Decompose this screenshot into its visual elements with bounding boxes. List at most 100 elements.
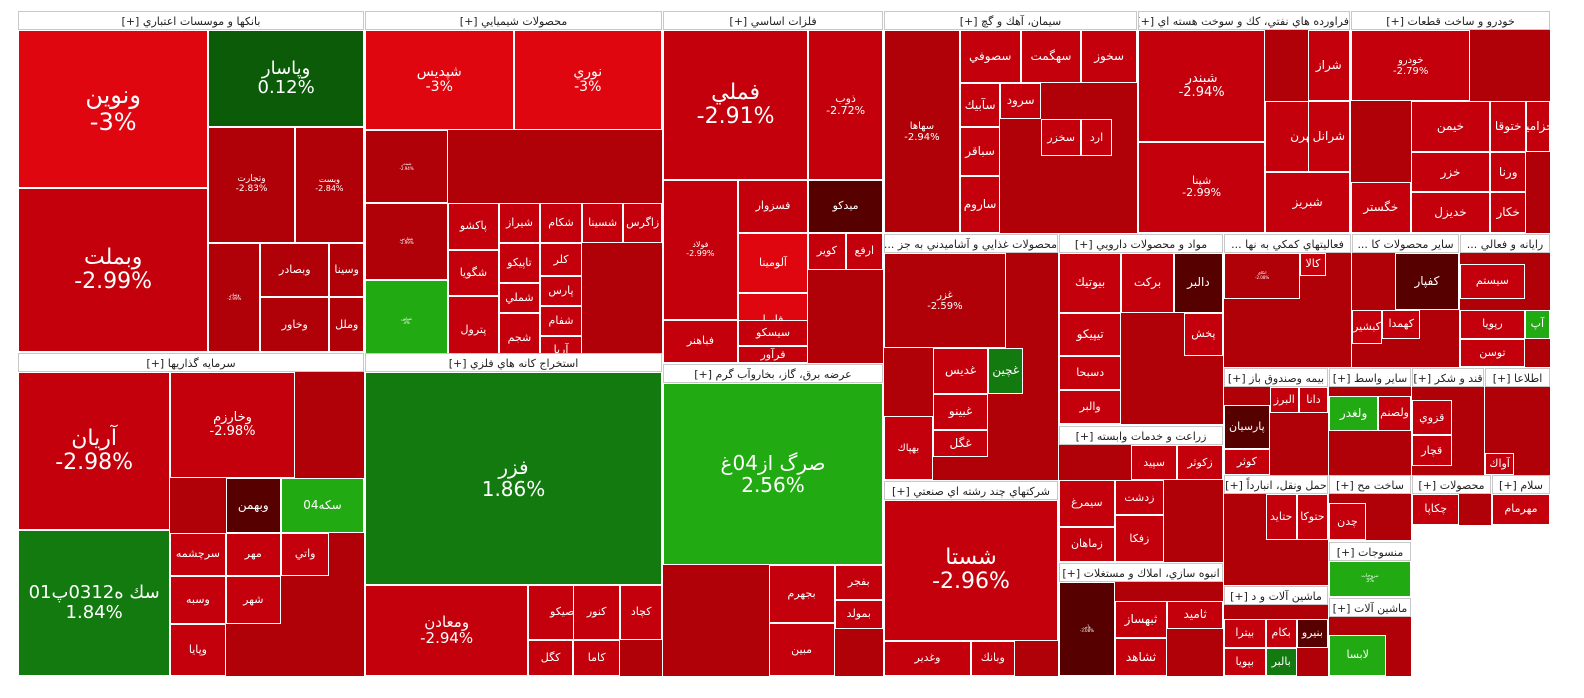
stock-tile[interactable]: سرچشمه — [170, 533, 226, 576]
stock-tile[interactable]: خيمن — [1410, 101, 1491, 152]
stock-tile[interactable]: بيوتيك — [1059, 253, 1122, 313]
stock-tile[interactable]: لابسا — [1329, 634, 1387, 676]
stock-tile[interactable]: قچار — [1412, 435, 1452, 467]
stock-tile[interactable]: ونوين -3% — [18, 30, 209, 188]
sector-block[interactable]: ساير واسط [+] ولغدر ولصنم — [1329, 368, 1411, 475]
stock-tile[interactable]: بيترا — [1224, 619, 1266, 648]
stock-tile[interactable]: سيسكو — [737, 319, 809, 347]
stock-tile[interactable]: والبر — [1059, 389, 1122, 424]
sector-block[interactable]: فراورده هاي نفتي، كك و سوخت هسته اي [+] ش… — [1138, 11, 1350, 233]
sector-block[interactable]: سيمان، آهك و گچ [+] سهاها -2.94% سصوفي سهگمت… — [884, 11, 1137, 233]
sector-title[interactable]: شركتهاي چند رشته اي صنعتي [+] — [884, 481, 1058, 500]
stock-tile[interactable]: فباهنر — [663, 319, 738, 363]
stock-tile[interactable]: ولصنم — [1378, 395, 1411, 431]
stock-tile[interactable]: خكار — [1490, 192, 1527, 233]
stock-tile[interactable]: غچين — [988, 348, 1024, 394]
stock-tile[interactable]: اتكاي -2.08% — [1224, 253, 1301, 299]
sector-block[interactable]: محصولات غذايي و آشاميدني به جز ... غزر -2.… — [884, 234, 1058, 480]
sector-title[interactable]: ساير واسط [+] — [1329, 368, 1411, 387]
stock-tile[interactable]: خودرو -2.79% — [1351, 30, 1471, 102]
stock-tile[interactable]: كوثر — [1224, 448, 1270, 475]
stock-tile[interactable]: فملي -2.91% — [663, 30, 809, 180]
sector-title[interactable]: محصولات غذايي و آشاميدني به جز ... — [884, 234, 1058, 253]
sector-title[interactable]: فلزات اساسي [+] — [663, 11, 883, 30]
stock-tile[interactable]: چكاپا — [1412, 494, 1460, 525]
stock-tile[interactable]: وپاسار 0.12% — [208, 30, 364, 127]
stock-tile[interactable]: سهگمت — [1020, 30, 1082, 83]
sector-block[interactable]: محصولات [+] چكاپا — [1412, 475, 1491, 525]
sector-title[interactable]: بيمه وصندوق باز [+] — [1224, 368, 1328, 387]
sector-block[interactable]: حمل ونقل، انبارداً [+] حتايد حتوكا — [1224, 475, 1328, 585]
stock-tile[interactable]: وصادر -2.99% — [208, 242, 261, 352]
sector-title[interactable]: مواد و محصولات دارويي [+] — [1059, 234, 1223, 253]
sector-block[interactable]: بيمه وصندوق باز [+] پارسيان البرز دانا كوثر — [1224, 368, 1328, 475]
sector-block[interactable]: استخراج كانه هاي فلزي [+] فزر 1.86% ومعادن -… — [365, 353, 662, 676]
stock-tile[interactable]: بپويا — [1224, 647, 1266, 676]
sector-title[interactable]: ماشين آلات [+] — [1329, 598, 1411, 617]
sector-block[interactable]: مواد و محصولات دارويي [+] بيوتيك بركت دالبر… — [1059, 234, 1223, 424]
stock-tile[interactable]: ومعادن -2.94% — [365, 584, 529, 676]
stock-tile[interactable]: ذوب -2.72% — [808, 30, 883, 180]
stock-tile[interactable]: سباقر — [959, 127, 1001, 177]
stock-tile[interactable]: وتجارت -2.83% — [208, 126, 295, 243]
sector-title[interactable]: حمل ونقل، انبارداً [+] — [1224, 475, 1328, 494]
stock-tile[interactable]: بكام — [1265, 619, 1297, 648]
sector-block[interactable]: اطلاعا [+] آواك — [1485, 368, 1550, 475]
stock-tile[interactable]: شراز — [1307, 30, 1350, 102]
stock-tile[interactable]: پخش — [1183, 312, 1223, 356]
stock-tile[interactable]: پترول — [448, 296, 499, 363]
sector-title[interactable]: خودرو و ساخت قطعات [+] — [1351, 11, 1550, 30]
stock-tile[interactable]: شسينا — [581, 203, 624, 244]
stock-tile[interactable]: بفجر — [834, 564, 883, 600]
sector-block[interactable]: سلام [+] مهرمام — [1492, 475, 1550, 525]
stock-tile[interactable]: پارس — [540, 276, 582, 307]
stock-tile[interactable]: قزوي — [1412, 400, 1452, 436]
stock-tile[interactable]: سخزر — [1040, 119, 1082, 156]
sector-block[interactable]: منسوجات [+] نبروجات 3% — [1329, 542, 1411, 597]
stock-tile[interactable]: شهر — [225, 575, 281, 625]
stock-tile[interactable]: كلر — [540, 243, 582, 277]
stock-tile[interactable]: شپديس -3% — [365, 30, 514, 130]
stock-tile[interactable]: كچاد — [620, 584, 662, 640]
stock-tile[interactable]: وبست -2.84% — [294, 126, 364, 243]
stock-tile[interactable]: بمولد — [834, 599, 883, 630]
stock-tile[interactable]: آواك — [1485, 453, 1515, 475]
stock-tile[interactable]: خزر — [1410, 151, 1491, 193]
sector-title[interactable]: بانكها و موسسات اعتباري [+] — [18, 11, 364, 30]
sector-title[interactable]: زراعت و خدمات وابسته [+] — [1059, 426, 1223, 445]
sector-title[interactable]: ماشين آلات و د [+] — [1224, 586, 1328, 605]
sector-title[interactable]: انبوه سازي، املاك و مستغلات [+] — [1059, 563, 1223, 582]
sector-title[interactable]: ساير محصولات كا ... — [1352, 234, 1459, 253]
stock-tile[interactable]: سك ه0312پ01 1.84% — [18, 530, 171, 676]
sector-title[interactable]: فعاليتهاي كمكي به نها ... — [1224, 234, 1351, 253]
stock-tile[interactable]: كوير — [808, 233, 846, 270]
stock-tile[interactable]: شگويا — [448, 249, 499, 297]
stock-tile[interactable]: شبندر -2.94% — [365, 129, 449, 204]
sector-title[interactable]: فراورده هاي نفتي، كك و سوخت هسته اي [+] — [1138, 11, 1350, 30]
stock-tile[interactable]: وخارزم -2.98% — [170, 372, 295, 479]
stock-tile[interactable]: نبروجات 3% — [1329, 561, 1411, 597]
sector-block[interactable]: شركتهاي چند رشته اي صنعتي [+] شستا -2.96% و… — [884, 481, 1058, 676]
sector-block[interactable]: انبوه سازي، املاك و مستغلات [+] ثبهساز ثام… — [1059, 563, 1223, 676]
sector-title[interactable]: قند و شكر [+] — [1412, 368, 1484, 387]
stock-tile[interactable]: حتوكا — [1296, 494, 1328, 540]
stock-tile[interactable]: زكوثر — [1177, 445, 1223, 481]
stock-tile[interactable]: كاما — [572, 639, 621, 676]
stock-tile[interactable]: شپنا -2.99% — [1138, 141, 1266, 233]
stock-tile[interactable]: واتي — [280, 533, 330, 576]
stock-tile[interactable]: زفكا — [1114, 515, 1164, 562]
sector-block[interactable]: فعاليتهاي كمكي به نها ... كالا اتكاي -2.08% — [1224, 234, 1351, 367]
stock-tile[interactable]: ارفع — [845, 233, 883, 270]
stock-tile[interactable]: ثشاهد — [1114, 638, 1168, 676]
stock-tile[interactable]: ختوقا — [1490, 101, 1527, 152]
sector-block[interactable]: ساير محصولات كا ... كفپار كهمدا كبشير — [1352, 234, 1459, 367]
sector-block[interactable]: قند و شكر [+] قزوي قچار — [1412, 368, 1484, 475]
stock-tile[interactable]: شكام — [540, 203, 582, 244]
stock-tile[interactable]: فزر 1.86% — [365, 372, 662, 585]
stock-tile[interactable]: وبهمن — [225, 478, 281, 534]
stock-tile[interactable]: توسن — [1460, 338, 1525, 367]
stock-tile[interactable]: شيراز — [498, 203, 541, 244]
stock-tile[interactable]: دانا — [1298, 387, 1328, 414]
stock-tile[interactable]: فسزوار — [737, 179, 809, 234]
stock-tile[interactable]: غبينو — [932, 393, 989, 431]
